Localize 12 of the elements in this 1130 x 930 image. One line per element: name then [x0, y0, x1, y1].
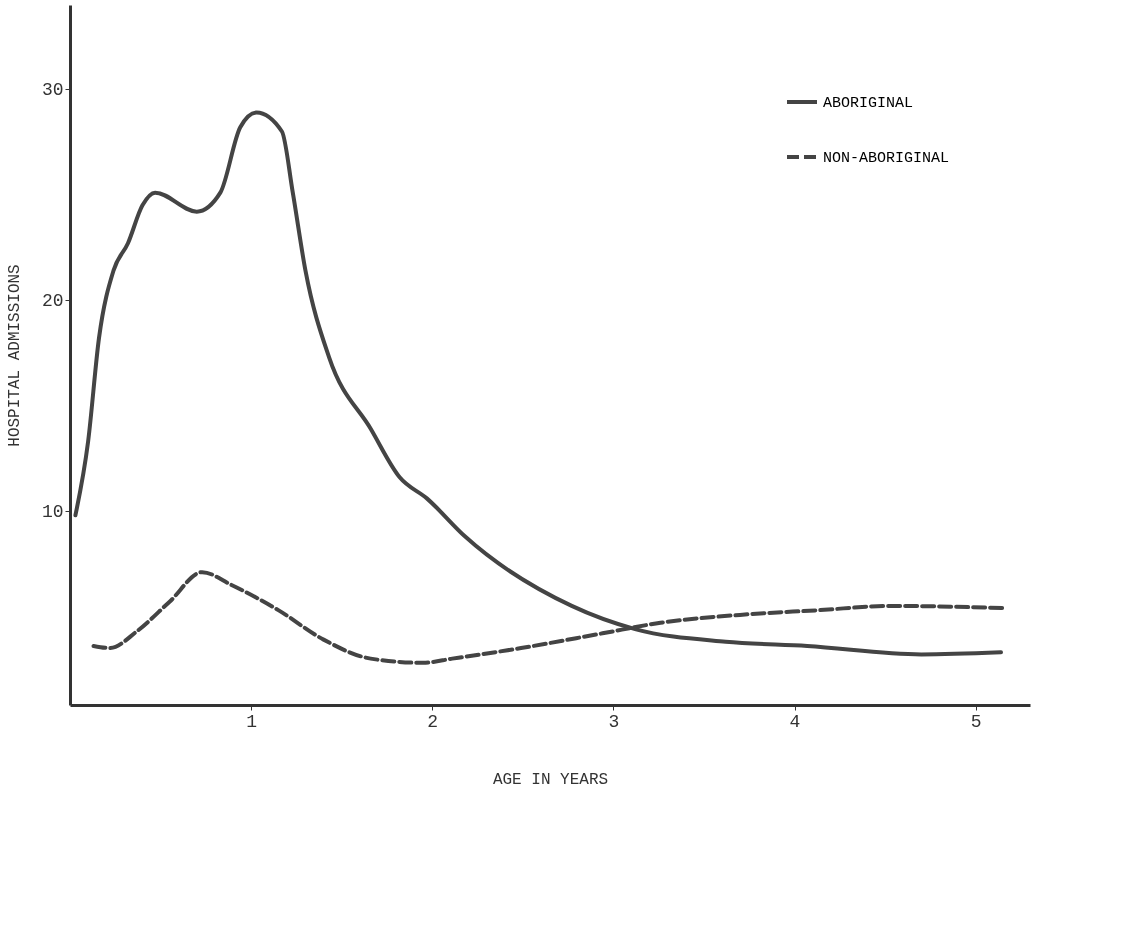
y-tick-label: 10: [41, 501, 64, 522]
x-tick-label: 4: [789, 711, 801, 732]
x-tick-label: 2: [427, 711, 439, 732]
x-tick-label: 1: [246, 711, 258, 732]
x-axis-title: AGE IN YEARS: [492, 770, 609, 789]
legend-label: NON-ABORIGINAL: [823, 150, 950, 167]
x-tick-label: 5: [970, 711, 982, 732]
y-axis-title: HOSPITAL ADMISSIONS: [5, 264, 24, 447]
x-tick-label: 3: [608, 711, 620, 732]
legend-label: ABORIGINAL: [823, 95, 914, 112]
y-tick-label: 20: [41, 290, 64, 311]
y-tick-label: 30: [41, 79, 64, 100]
